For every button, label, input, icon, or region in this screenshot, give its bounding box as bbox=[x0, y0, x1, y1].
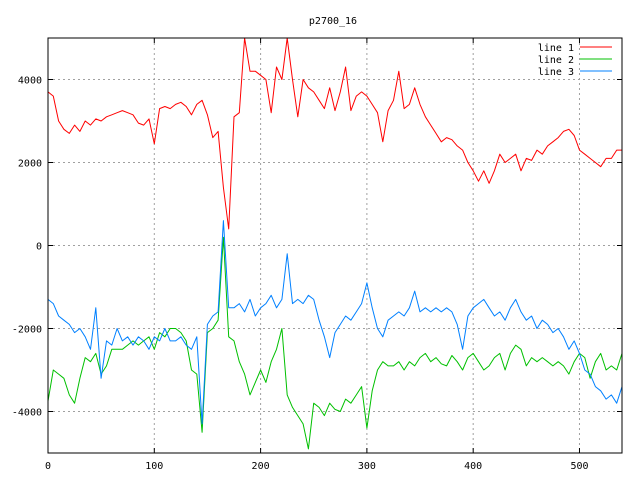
y-tick-label: 2000 bbox=[18, 159, 42, 170]
x-tick-label: 0 bbox=[45, 461, 51, 472]
y-tick-label: -4000 bbox=[12, 408, 42, 419]
series-group bbox=[48, 38, 622, 450]
chart-title: p2700_16 bbox=[309, 16, 357, 27]
series-line-3 bbox=[48, 220, 622, 425]
y-tick-label: 0 bbox=[36, 242, 42, 253]
x-tick-label: 100 bbox=[145, 461, 163, 472]
series-clip bbox=[48, 38, 622, 450]
y-tick-label: -2000 bbox=[12, 325, 42, 336]
legend-label: line 3 bbox=[538, 67, 574, 78]
x-tick-label: 200 bbox=[252, 461, 270, 472]
series-line-1 bbox=[48, 38, 622, 230]
x-tick-label: 300 bbox=[358, 461, 376, 472]
legend-label: line 2 bbox=[538, 55, 574, 66]
legend-label: line 1 bbox=[538, 43, 574, 54]
x-tick-label: 400 bbox=[464, 461, 482, 472]
x-tick-label: 500 bbox=[570, 461, 588, 472]
y-tick-label: 4000 bbox=[18, 76, 42, 87]
grid bbox=[48, 38, 622, 453]
ticks: 0 100 200 300 400 500 -4000 -2000 0 2000 4000 bbox=[12, 38, 622, 472]
